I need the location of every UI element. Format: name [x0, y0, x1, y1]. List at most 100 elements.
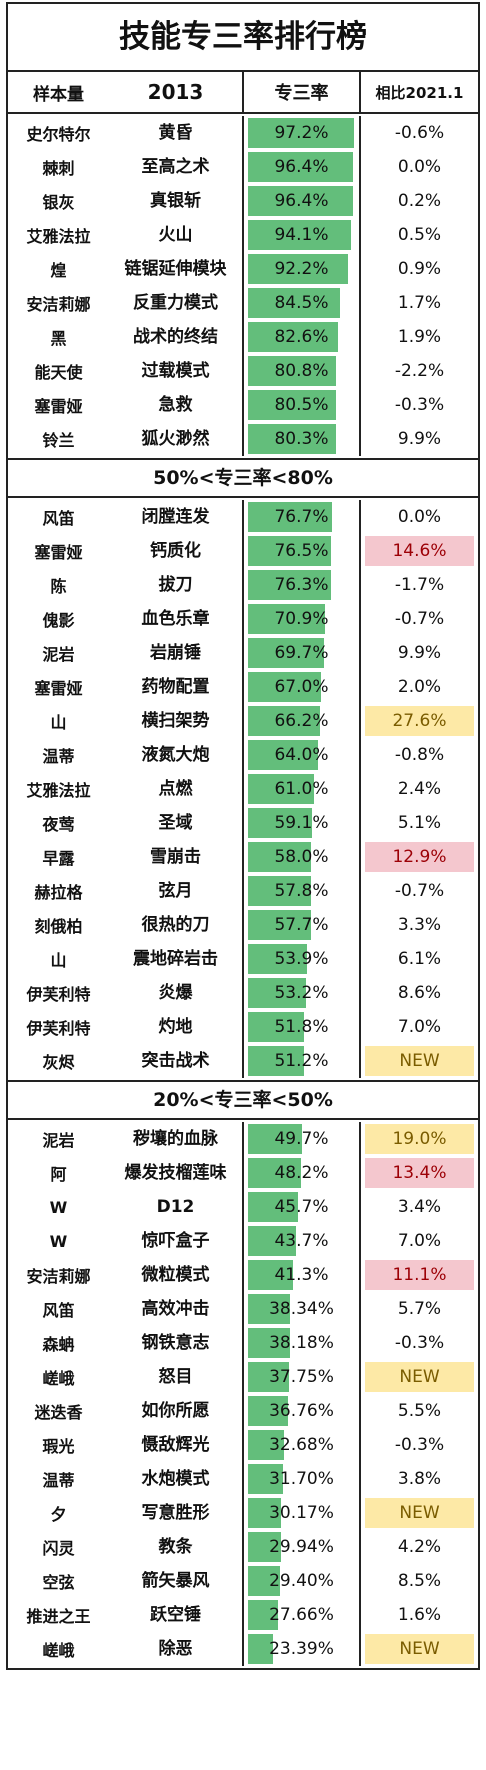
rate-value: 69.7%: [274, 643, 329, 663]
table-row: 温蒂 水炮模式 31.70% 3.8%: [8, 1462, 478, 1496]
rate-bar: [248, 1396, 289, 1426]
rate-bar: [248, 978, 306, 1008]
compare-cell: 0.2%: [361, 184, 478, 218]
table-row: 风笛 闭膛连发 76.7% 0.0%: [8, 500, 478, 534]
skill-name: 很热的刀: [109, 908, 244, 942]
mastery-rate-cell: 51.2%: [244, 1044, 361, 1078]
mastery-rate-cell: 53.9%: [244, 942, 361, 976]
table-row: 灰烬 突击战术 51.2% NEW: [8, 1044, 478, 1078]
compare-cell: -0.6%: [361, 116, 478, 150]
compare-value: 8.5%: [397, 1571, 442, 1591]
compare-value: 1.7%: [397, 293, 442, 313]
operator-name: 煌: [50, 261, 67, 280]
operator-name: 伊芙利特: [26, 1019, 91, 1038]
table-row: 瑕光 慑敌辉光 32.68% -0.3%: [8, 1428, 478, 1462]
table-row: 嵯峨 怒目 37.75% NEW: [8, 1360, 478, 1394]
compare-cell: -0.7%: [361, 602, 478, 636]
operator-name: 塞雷娅: [34, 543, 83, 562]
mastery-rate-cell: 31.70%: [244, 1462, 361, 1496]
table-section: 史尔特尔 黄昏 97.2% -0.6% 棘刺 至高之术 96.4% 0.0% 银灰 真银斩 96.4…: [8, 114, 478, 460]
operator-name: 嵯峨: [42, 1641, 75, 1660]
operator-name: 瑕光: [42, 1437, 75, 1456]
mastery-rate-cell: 76.3%: [244, 568, 361, 602]
compare-cell: 4.2%: [361, 1530, 478, 1564]
skill-name: 反重力模式: [109, 286, 244, 320]
compare-value: 1.6%: [397, 1605, 442, 1625]
skill-name: 钢铁意志: [109, 1326, 244, 1360]
skill-name: 拔刀: [109, 568, 244, 602]
skill-name: 水炮模式: [109, 1462, 244, 1496]
operator-name: 棘刺: [42, 159, 75, 178]
rate-value: 76.3%: [274, 575, 329, 595]
operator-name: 泥岩: [42, 645, 75, 664]
rate-value: 38.34%: [269, 1299, 334, 1319]
table-title: 技能专三率排行榜: [8, 4, 478, 72]
operator-name: 嵯峨: [42, 1369, 75, 1388]
rate-value: 57.8%: [274, 881, 329, 901]
compare-cell: 8.6%: [361, 976, 478, 1010]
operator-name: 陈: [50, 577, 67, 596]
compare-cell: -0.3%: [361, 388, 478, 422]
rate-bar: [248, 118, 354, 148]
compare-value: -0.6%: [394, 123, 445, 143]
compare-cell: 6.1%: [361, 942, 478, 976]
table-section: 风笛 闭膛连发 76.7% 0.0% 塞雷娅 钙质化 76.5% 14.6% 陈 拔刀 76.3% -…: [8, 498, 478, 1082]
skill-name: 除恶: [109, 1632, 244, 1666]
rate-bar: [248, 604, 326, 634]
compare-cell: 5.7%: [361, 1292, 478, 1326]
rate-bar: [248, 502, 332, 532]
skill-name: 黄昏: [109, 116, 244, 150]
compare-cell: 27.6%: [361, 704, 478, 738]
compare-cell: 7.0%: [361, 1010, 478, 1044]
rate-value: 76.5%: [274, 541, 329, 561]
skill-name: 圣域: [109, 806, 244, 840]
mastery-rate-cell: 41.3%: [244, 1258, 361, 1292]
skill-name: 微粒模式: [109, 1258, 244, 1292]
table-row: 史尔特尔 黄昏 97.2% -0.6%: [8, 116, 478, 150]
operator-name: 傀影: [42, 611, 75, 630]
compare-cell: 1.6%: [361, 1598, 478, 1632]
table-row: 煌 链锯延伸模块 92.2% 0.9%: [8, 252, 478, 286]
skill-name: 雪崩击: [109, 840, 244, 874]
compare-value: 7.0%: [397, 1017, 442, 1037]
operator-name: 铃兰: [42, 431, 75, 450]
rate-bar: [248, 808, 313, 838]
rate-value: 59.1%: [274, 813, 329, 833]
skill-name: 至高之术: [109, 150, 244, 184]
compare-value: 19.0%: [365, 1124, 474, 1154]
mastery-rate-cell: 38.34%: [244, 1292, 361, 1326]
rate-bar: [248, 1464, 283, 1494]
rate-bar: [248, 424, 336, 454]
rate-bar: [248, 322, 339, 352]
skill-name: 岩崩锤: [109, 636, 244, 670]
rate-bar: [248, 1634, 274, 1664]
section-header: 50%<专三率<80%: [8, 460, 478, 498]
table-row: 艾雅法拉 点燃 61.0% 2.4%: [8, 772, 478, 806]
compare-value: 3.4%: [397, 1197, 442, 1217]
operator-name: 夜莺: [42, 815, 75, 834]
compare-value: -0.3%: [394, 1435, 445, 1455]
table-row: 能天使 过载模式 80.8% -2.2%: [8, 354, 478, 388]
compare-cell: 0.0%: [361, 150, 478, 184]
operator-name: 艾雅法拉: [26, 781, 91, 800]
compare-cell: 14.6%: [361, 534, 478, 568]
compare-cell: NEW: [361, 1496, 478, 1530]
compare-cell: 1.9%: [361, 320, 478, 354]
table-row: 山 震地碎岩击 53.9% 6.1%: [8, 942, 478, 976]
rate-value: 53.9%: [274, 949, 329, 969]
compare-cell: 11.1%: [361, 1258, 478, 1292]
mastery-rate-cell: 80.5%: [244, 388, 361, 422]
table-row: 铃兰 狐火渺然 80.3% 9.9%: [8, 422, 478, 456]
operator-name: 安洁莉娜: [26, 295, 91, 314]
compare-value: 12.9%: [365, 842, 474, 872]
table-row: 伊芙利特 炎爆 53.2% 8.6%: [8, 976, 478, 1010]
operator-name: W: [49, 1197, 68, 1217]
compare-cell: 13.4%: [361, 1156, 478, 1190]
mastery-rate-cell: 96.4%: [244, 150, 361, 184]
rate-bar: [248, 842, 312, 872]
compare-value: NEW: [365, 1362, 474, 1392]
compare-cell: -0.3%: [361, 1428, 478, 1462]
operator-name: 银灰: [42, 193, 75, 212]
compare-value: 9.9%: [397, 429, 442, 449]
rate-bar: [248, 1012, 305, 1042]
